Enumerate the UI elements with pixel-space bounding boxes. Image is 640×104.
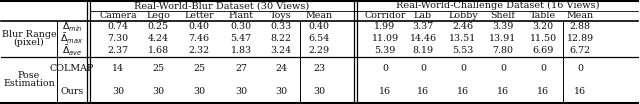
Text: COLMAP: COLMAP xyxy=(50,64,94,73)
Text: Mean: Mean xyxy=(305,11,333,20)
Text: Corridor: Corridor xyxy=(364,11,406,20)
Text: 8.19: 8.19 xyxy=(412,46,433,55)
Text: 0.40: 0.40 xyxy=(308,22,330,31)
Text: 14: 14 xyxy=(112,64,124,73)
Text: 5.53: 5.53 xyxy=(452,46,474,55)
Text: Letter: Letter xyxy=(184,11,214,20)
Text: $\bar{\Delta}_{max}$: $\bar{\Delta}_{max}$ xyxy=(60,31,84,46)
Text: Lab: Lab xyxy=(414,11,432,20)
Text: 7.80: 7.80 xyxy=(493,46,513,55)
Text: Pose: Pose xyxy=(18,71,40,80)
Text: Ours: Ours xyxy=(60,87,84,96)
Text: 24: 24 xyxy=(275,64,287,73)
Text: 16: 16 xyxy=(457,87,469,96)
Text: 16: 16 xyxy=(379,87,391,96)
Text: 0: 0 xyxy=(382,64,388,73)
Text: 16: 16 xyxy=(417,87,429,96)
Text: 30: 30 xyxy=(313,87,325,96)
Text: Mean: Mean xyxy=(566,11,593,20)
Text: 30: 30 xyxy=(152,87,164,96)
Text: 2.88: 2.88 xyxy=(570,22,591,31)
Text: 7.30: 7.30 xyxy=(108,34,129,43)
Text: 30: 30 xyxy=(235,87,247,96)
Text: Toys: Toys xyxy=(270,11,292,20)
Text: (pixel): (pixel) xyxy=(13,38,44,47)
Text: 6.54: 6.54 xyxy=(308,34,330,43)
Text: 6.69: 6.69 xyxy=(532,46,554,55)
Text: 1.99: 1.99 xyxy=(374,22,396,31)
Text: 0: 0 xyxy=(460,64,466,73)
Text: Estimation: Estimation xyxy=(3,79,55,88)
Text: 2.29: 2.29 xyxy=(308,46,330,55)
Text: 0.74: 0.74 xyxy=(108,22,129,31)
Text: $\bar{\Delta}_{ave}$: $\bar{\Delta}_{ave}$ xyxy=(62,43,82,58)
Text: 3.20: 3.20 xyxy=(532,22,554,31)
Text: 30: 30 xyxy=(193,87,205,96)
Text: 16: 16 xyxy=(537,87,549,96)
Text: 14.46: 14.46 xyxy=(410,34,436,43)
Text: 8.22: 8.22 xyxy=(271,34,291,43)
Text: 13.91: 13.91 xyxy=(490,34,516,43)
Text: 16: 16 xyxy=(497,87,509,96)
Text: 0.33: 0.33 xyxy=(270,22,292,31)
Text: 12.89: 12.89 xyxy=(566,34,593,43)
Text: Real-World-Blur Dataset (30 Views): Real-World-Blur Dataset (30 Views) xyxy=(134,1,310,10)
Text: Shelf: Shelf xyxy=(491,11,515,20)
Text: 16: 16 xyxy=(574,87,586,96)
Text: 30: 30 xyxy=(275,87,287,96)
Text: 0.30: 0.30 xyxy=(230,22,252,31)
Text: Camera: Camera xyxy=(99,11,137,20)
Text: 27: 27 xyxy=(235,64,247,73)
Text: $\bar{\Delta}_{min}$: $\bar{\Delta}_{min}$ xyxy=(61,19,83,34)
Text: 0.40: 0.40 xyxy=(189,22,209,31)
Text: 2.37: 2.37 xyxy=(108,46,129,55)
Text: 0.25: 0.25 xyxy=(147,22,168,31)
Text: 2.32: 2.32 xyxy=(188,46,209,55)
Text: 23: 23 xyxy=(313,64,325,73)
Text: 3.39: 3.39 xyxy=(492,22,514,31)
Text: 3.24: 3.24 xyxy=(271,46,292,55)
Text: Real-World-Challenge Dataset (16 Views): Real-World-Challenge Dataset (16 Views) xyxy=(396,1,599,10)
Text: 1.83: 1.83 xyxy=(230,46,252,55)
Text: 5.47: 5.47 xyxy=(230,34,252,43)
Text: 2.46: 2.46 xyxy=(452,22,474,31)
Text: 6.72: 6.72 xyxy=(570,46,591,55)
Text: 0: 0 xyxy=(500,64,506,73)
Text: 3.37: 3.37 xyxy=(412,22,434,31)
Text: 1.68: 1.68 xyxy=(147,46,168,55)
Text: 25: 25 xyxy=(152,64,164,73)
Text: 25: 25 xyxy=(193,64,205,73)
Text: Lobby: Lobby xyxy=(448,11,478,20)
Text: 0: 0 xyxy=(540,64,546,73)
Text: 11.09: 11.09 xyxy=(371,34,399,43)
Text: 7.46: 7.46 xyxy=(188,34,209,43)
Text: Blur Range: Blur Range xyxy=(2,30,56,39)
Text: Table: Table xyxy=(530,11,556,20)
Text: 5.39: 5.39 xyxy=(374,46,396,55)
Text: 11.50: 11.50 xyxy=(529,34,557,43)
Text: 30: 30 xyxy=(112,87,124,96)
Text: Plant: Plant xyxy=(228,11,253,20)
Text: 0: 0 xyxy=(420,64,426,73)
Text: 4.24: 4.24 xyxy=(147,34,168,43)
Text: 13.51: 13.51 xyxy=(449,34,477,43)
Text: Lego: Lego xyxy=(146,11,170,20)
Text: 0: 0 xyxy=(577,64,583,73)
